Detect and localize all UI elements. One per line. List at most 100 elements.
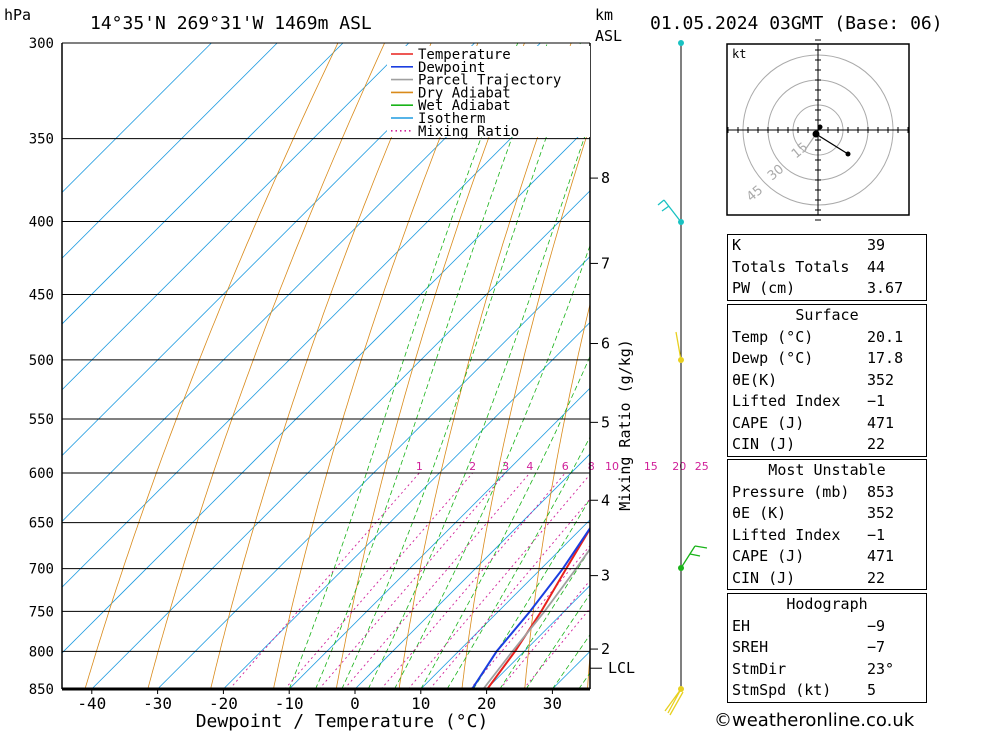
- surface-label: CIN (J): [732, 435, 796, 453]
- x-tick-label: 30: [543, 694, 562, 713]
- x-tick-label: -20: [209, 694, 238, 713]
- index-label: K: [732, 236, 742, 254]
- pressure-tick-label: 550: [29, 412, 54, 428]
- height-tick-label: 2: [601, 640, 610, 658]
- height-tick-label: 6: [601, 335, 610, 353]
- pressure-tick-label: 600: [29, 466, 54, 482]
- hodo-label: EH: [732, 616, 751, 635]
- isotherm-line: [62, 43, 344, 325]
- height-unit-label: km: [595, 6, 613, 24]
- surface-label: θE(K): [732, 370, 778, 389]
- mu-label: Lifted Index: [732, 525, 841, 544]
- surface-value: −1: [867, 392, 886, 410]
- mixing-ratio-line: [344, 472, 531, 689]
- hodo-label: StmDir: [732, 659, 787, 678]
- height-tick-label: 3: [601, 567, 610, 585]
- mixing-ratio-line: [469, 545, 590, 689]
- dry-adiabat-line: [461, 124, 590, 689]
- surface-value: 352: [867, 370, 895, 389]
- pressure-tick-label: 650: [29, 516, 54, 532]
- wet-adiabat-line: [473, 497, 590, 689]
- dry-adiabat-line: [335, 43, 525, 689]
- surface-label: Dewp (°C): [732, 349, 814, 367]
- dry-adiabat-line: [398, 43, 572, 689]
- wind-dot-400: [678, 219, 684, 225]
- dry-adiabat-line: [587, 650, 590, 689]
- most-unstable-title: Most Unstable: [768, 461, 886, 479]
- pressure-tick-label: 500: [29, 353, 54, 369]
- mixing-ratio-label: 10: [605, 460, 619, 473]
- hodo-value: −7: [867, 638, 886, 656]
- index-value: 3.67: [867, 279, 904, 297]
- mixing-ratio-line: [407, 473, 590, 689]
- x-axis-title: Dewpoint / Temperature (°C): [196, 711, 489, 732]
- dry-adiabat-line: [210, 43, 432, 689]
- hodo-label: StmSpd (kt): [732, 681, 832, 699]
- surface-label: Temp (°C): [732, 327, 814, 346]
- mixing-ratio-label: 25: [695, 460, 709, 473]
- isotherm-line: [91, 190, 590, 689]
- wind-dot-700: [678, 565, 684, 571]
- isotherm-line: [420, 519, 590, 689]
- legend-label: Parcel Trajectory: [418, 73, 561, 89]
- pressure-tick-label: 800: [29, 644, 54, 660]
- surface-label: Lifted Index: [732, 392, 841, 410]
- x-tick-label: 20: [477, 694, 496, 713]
- lcl-label: LCL: [608, 659, 635, 677]
- pressure-tick-label: 300: [29, 36, 54, 52]
- wet-adiabat-line: [446, 436, 590, 689]
- pressure-tick-label: 400: [29, 214, 54, 230]
- isotherm-line: [62, 43, 212, 193]
- wind-barb-400: [657, 199, 682, 223]
- wind-dot-500: [678, 357, 684, 363]
- wind-profile: [657, 40, 708, 716]
- hodograph-title: Hodograph: [786, 595, 868, 613]
- legend-label: Dewpoint: [418, 60, 485, 76]
- index-label: Totals Totals: [732, 257, 850, 276]
- x-tick-label: -40: [77, 694, 106, 713]
- isotherm-line: [62, 124, 590, 654]
- isotherm-line: [62, 43, 475, 457]
- surface-label: CAPE (J): [732, 413, 805, 432]
- height-tick-label: 8: [601, 169, 610, 187]
- series-parcel-trajectory: [482, 547, 590, 689]
- dry-adiabat-line: [953, 33, 993, 689]
- pressure-tick-label: 750: [29, 604, 54, 620]
- surface-value: 20.1: [867, 327, 904, 346]
- mixing-ratio-label: 3: [502, 460, 509, 473]
- isotherm-line: [223, 321, 590, 689]
- legend-box: [387, 46, 590, 137]
- series-temperature: [486, 526, 590, 689]
- most-unstable-table: Most Unstable Pressure (mb) 853 θE (K) 352…: [727, 459, 927, 590]
- mu-label: CIN (J): [732, 568, 796, 587]
- x-tick-label: -30: [143, 694, 172, 713]
- mixing-ratio-label: 8: [588, 460, 595, 473]
- height-tick-label: 5: [601, 413, 610, 431]
- isotherm-line: [157, 256, 590, 689]
- hodograph: kt 15 30 45: [726, 39, 910, 221]
- surface-table: Surface Temp (°C) 20.1 Dewp (°C) 17.8 θE(K…: [727, 304, 927, 457]
- isotherm-line: [354, 453, 590, 689]
- isotherm-line: [62, 58, 590, 588]
- mixing-ratio-line: [284, 472, 473, 689]
- mixing-ratio-label: 4: [526, 460, 533, 473]
- surface-value: 17.8: [867, 349, 904, 367]
- dry-adiabat-line: [524, 302, 590, 689]
- height-unit-asl: ASL: [595, 27, 622, 45]
- plot-area: [62, 33, 993, 689]
- mixing-ratio-label: 2: [469, 460, 476, 473]
- legend-label: Mixing Ratio: [418, 124, 519, 140]
- dry-adiabat-line: [147, 43, 386, 689]
- pressure-tick-label: 350: [29, 132, 54, 148]
- legend-label: Isotherm: [418, 111, 485, 127]
- wind-dot-300: [678, 40, 684, 46]
- pressure-tick-label: 450: [29, 288, 54, 304]
- datetime-title: 01.05.2024 03GMT (Base: 06): [650, 13, 943, 34]
- footer-credit[interactable]: ©weatheronline.co.uk: [714, 710, 915, 731]
- location-title: 14°35'N 269°31'W 1469m ASL: [90, 13, 372, 34]
- mixing-ratio-line: [429, 498, 590, 689]
- wind-barb-500: [675, 331, 682, 361]
- legend-label: Wet Adiabat: [418, 98, 511, 114]
- isotherm-line: [62, 43, 278, 259]
- pressure-tick-label: 700: [29, 562, 54, 578]
